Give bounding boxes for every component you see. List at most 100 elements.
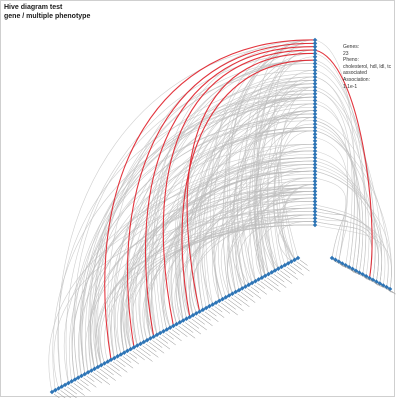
node-label-mark (257, 283, 266, 289)
link-gray (222, 53, 316, 296)
node-gene (312, 192, 318, 197)
node-label-mark (76, 381, 91, 392)
node-label-mark (214, 306, 223, 313)
axes-group (51, 40, 391, 393)
node-label-mark (135, 349, 153, 362)
node-phenotype-right (353, 268, 359, 274)
link-gray (314, 127, 364, 273)
node-label-mark (360, 274, 368, 280)
node-phenotype-left (108, 357, 114, 363)
node-phenotype-left (217, 298, 222, 304)
link-gray (253, 187, 316, 277)
node-phenotype-left (285, 261, 291, 266)
node-phenotype-right (377, 281, 383, 286)
node-label-mark (129, 352, 138, 359)
node-phenotype-left (174, 321, 179, 327)
node-phenotype-right (363, 273, 369, 279)
tooltip: Genes: 23 Pheno: cholesterol, hdl, ldl, … (343, 44, 391, 90)
node-label-mark (116, 359, 126, 367)
links-red-group (104, 39, 373, 360)
node-label-mark (80, 379, 89, 386)
node-gene (312, 205, 318, 211)
link-gray (248, 191, 316, 282)
link-gray (273, 117, 316, 267)
link-gray (198, 110, 316, 310)
link-gray (120, 113, 316, 353)
link-gray (163, 187, 316, 330)
link-gray (94, 214, 316, 368)
node-label-mark (293, 263, 302, 270)
node-phenotype-left (269, 270, 275, 275)
node-phenotype-left (197, 309, 202, 314)
link-gray (89, 93, 316, 369)
node-phenotype-right (384, 284, 389, 290)
node-phenotype-left (154, 332, 160, 338)
node-phenotype-left (69, 379, 74, 384)
link-gray (174, 217, 316, 323)
node-phenotype-left (167, 325, 173, 330)
link-gray (81, 80, 316, 375)
node-gene (312, 138, 318, 144)
link-gray (314, 207, 389, 288)
node-phenotype-left (105, 359, 111, 364)
link-gray (272, 177, 316, 260)
link-gray (276, 177, 316, 260)
node-label-mark (273, 274, 285, 283)
node-label-mark (280, 270, 291, 279)
link-gray (71, 103, 316, 380)
node-gene (312, 131, 318, 137)
node-phenotype-right (374, 279, 379, 284)
link-gray (126, 170, 316, 350)
link-gray (314, 117, 389, 288)
node-label-mark (185, 322, 202, 335)
link-gray (314, 214, 379, 282)
node-gene (312, 168, 318, 174)
link-gray (73, 69, 316, 378)
node-label-mark (353, 270, 359, 275)
link-gray (92, 143, 316, 368)
node-label-mark (66, 386, 78, 395)
node-label-mark (208, 309, 217, 317)
link-highlight (186, 52, 316, 312)
node-label-mark (191, 318, 207, 331)
link-gray (193, 214, 316, 312)
node-label-mark (217, 304, 231, 314)
tooltip-pheno-note: associated (343, 70, 367, 77)
node-label-mark (283, 268, 298, 280)
node-phenotype-left (259, 275, 265, 280)
node-phenotype-left (213, 300, 219, 305)
node-gene (312, 222, 318, 228)
node-label-mark (286, 266, 297, 274)
node-phenotype-left (289, 259, 294, 264)
node-phenotype-left (246, 282, 252, 288)
node-label-mark (155, 338, 171, 350)
node-phenotype-left (187, 314, 193, 320)
node-label-mark (119, 358, 134, 369)
node-label-mark (181, 324, 194, 333)
node-label-mark (112, 361, 128, 373)
link-gray (314, 90, 353, 266)
link-gray (96, 224, 316, 366)
link-gray (170, 157, 316, 325)
node-label-mark (377, 283, 383, 288)
tooltip-association-label: Association: (343, 76, 370, 83)
node-gene (312, 152, 318, 157)
node-phenotype-right (336, 259, 342, 264)
node-phenotype-left (282, 262, 288, 268)
link-gray (201, 184, 316, 305)
node-phenotype-left (131, 345, 137, 350)
link-gray (257, 96, 316, 271)
node-label-mark (290, 265, 304, 276)
node-label-mark (247, 288, 262, 299)
node-label-mark (230, 297, 242, 306)
node-phenotype-left (276, 266, 281, 271)
node-label-mark (267, 277, 279, 287)
node-phenotype-left (226, 293, 232, 298)
node-label-mark (204, 311, 219, 322)
node-label-mark (148, 341, 165, 354)
node-label-mark (340, 263, 346, 268)
node-phenotype-left (115, 354, 120, 359)
node-label-mark (178, 325, 196, 339)
title-line-2: gene / multiple phenotype (4, 13, 91, 20)
node-phenotype-right (346, 264, 352, 270)
